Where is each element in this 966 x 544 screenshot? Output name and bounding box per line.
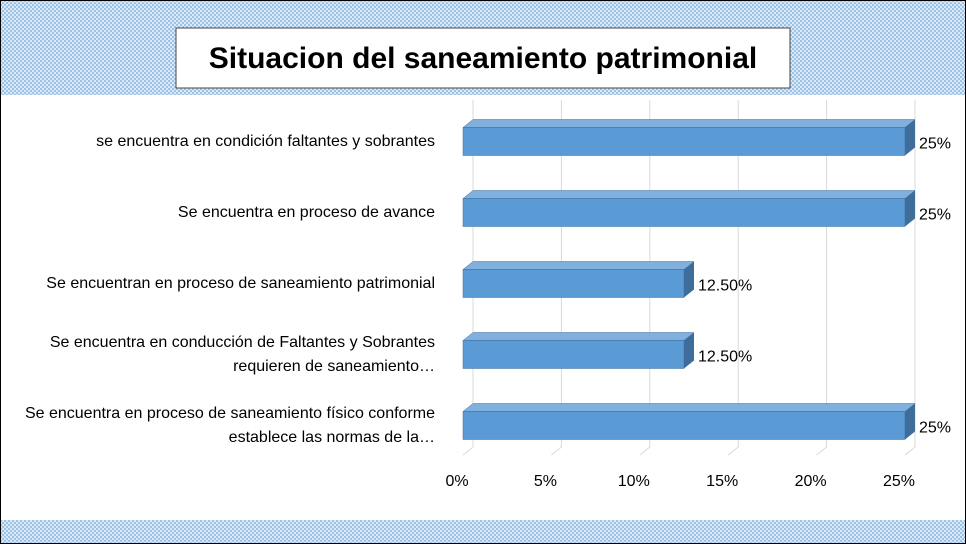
value-label: 12.50%	[698, 349, 752, 366]
title-box	[175, 27, 791, 89]
y-tick-label: Se encuentra en proceso de saneamiento f…	[24, 404, 435, 446]
bar-top	[462, 190, 916, 199]
chart-title: Situacion del saneamiento patrimonial	[209, 42, 757, 75]
bar-side	[905, 119, 915, 156]
bar-side	[905, 190, 915, 227]
bar-top	[462, 332, 695, 341]
value-label: 25%	[919, 207, 951, 224]
bar-top	[462, 403, 916, 412]
footer-pattern	[0, 520, 966, 544]
bar	[462, 411, 906, 440]
x-tick-label: 0%	[445, 473, 468, 490]
y-tick-label: se encuentra en condición faltantes y so…	[96, 132, 435, 150]
bar	[462, 198, 906, 227]
x-tick-label: 25%	[883, 473, 915, 490]
value-label: 12.50%	[698, 278, 752, 295]
y-tick-label: Se encuentran en proceso de saneamiento …	[46, 274, 435, 292]
bar	[462, 269, 685, 298]
x-tick-label: 10%	[618, 473, 650, 490]
y-tick-label: Se encuentra en conducción de Faltantes …	[49, 333, 435, 375]
bar	[462, 127, 906, 156]
y-tick-label: Se encuentra en proceso de avance	[177, 203, 435, 221]
bar-side	[684, 332, 694, 369]
bar-side	[684, 261, 694, 298]
x-tick-label: 5%	[534, 473, 557, 490]
bar-top	[462, 261, 695, 270]
bar	[462, 340, 685, 369]
x-tick-label: 15%	[706, 473, 738, 490]
x-tick-label: 20%	[795, 473, 827, 490]
bar-top	[462, 119, 916, 128]
bar-side	[905, 403, 915, 440]
value-label: 25%	[919, 420, 951, 437]
value-label: 25%	[919, 136, 951, 153]
